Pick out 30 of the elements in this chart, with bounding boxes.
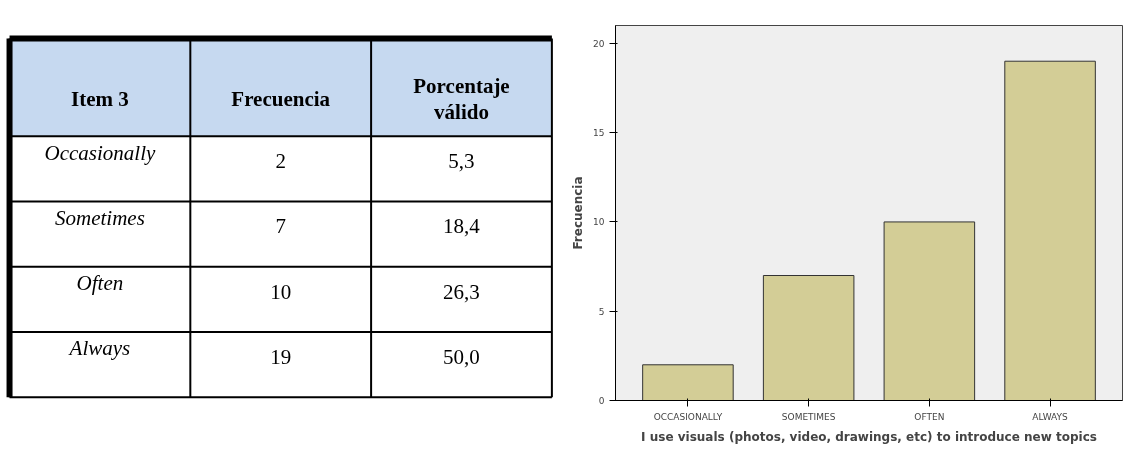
y-tick-label: 10	[593, 217, 605, 228]
bar	[642, 364, 734, 401]
x-tick-label: SOMETIMES	[781, 411, 836, 422]
text: 2	[275, 149, 286, 174]
text: Occasionally	[44, 140, 157, 165]
category-label: Porcentaje válido	[413, 74, 510, 125]
y-axis-title: Frecuencia	[571, 176, 586, 250]
bar	[762, 275, 855, 401]
x-tick-label: OCCASIONALLY	[653, 411, 723, 422]
x-axis-title: I use visuals (photos, video, drawings, etc) to introduce new topics	[641, 429, 1097, 444]
text: 18,4	[443, 214, 481, 239]
x-tick-label: OFTEN	[914, 411, 945, 422]
text: 50,0	[443, 344, 480, 369]
text: 5,3	[448, 149, 475, 174]
text: 26,3	[443, 279, 480, 304]
y-tick-label: 15	[593, 128, 605, 139]
y-tick-label: 20	[593, 38, 605, 49]
x-tick-label: ALWAYS	[1032, 411, 1069, 422]
y-tick-label: 0	[598, 396, 605, 406]
text: 10	[270, 279, 292, 304]
category-label: Item 3	[71, 87, 129, 112]
bar	[883, 221, 976, 401]
text: Often	[76, 271, 124, 296]
y-tick-label: 5	[598, 306, 605, 317]
text: 7	[275, 214, 286, 239]
text: Sometimes	[55, 205, 145, 230]
text: 19	[270, 344, 292, 369]
text: Always	[67, 336, 131, 361]
bar	[1004, 60, 1096, 401]
category-label: Frecuencia	[231, 87, 331, 112]
